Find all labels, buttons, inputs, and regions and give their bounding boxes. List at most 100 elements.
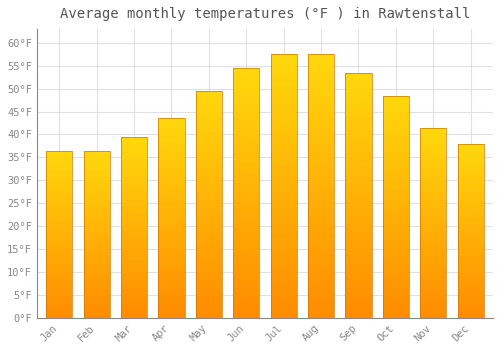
Bar — [46, 228, 72, 231]
Bar — [420, 162, 446, 166]
Bar — [382, 211, 409, 216]
Bar — [308, 175, 334, 181]
Bar — [84, 167, 110, 170]
Bar — [270, 197, 296, 202]
Bar — [308, 80, 334, 86]
Bar — [158, 246, 184, 250]
Bar — [382, 251, 409, 256]
Bar — [233, 283, 260, 288]
Bar — [233, 128, 260, 133]
Bar — [346, 244, 372, 249]
Bar — [346, 259, 372, 264]
Bar — [196, 223, 222, 227]
Bar — [458, 259, 483, 262]
Bar — [308, 123, 334, 128]
Bar — [233, 68, 260, 318]
Bar — [46, 238, 72, 241]
Bar — [308, 112, 334, 118]
Bar — [233, 103, 260, 108]
Bar — [196, 177, 222, 182]
Bar — [84, 271, 110, 274]
Bar — [121, 314, 147, 318]
Bar — [270, 302, 296, 307]
Bar — [382, 291, 409, 296]
Bar — [458, 262, 483, 266]
Bar — [420, 219, 446, 223]
Bar — [121, 274, 147, 278]
Bar — [458, 269, 483, 273]
Bar — [233, 163, 260, 168]
Bar — [46, 268, 72, 271]
Bar — [346, 136, 372, 141]
Bar — [233, 73, 260, 78]
Bar — [196, 204, 222, 209]
Bar — [196, 109, 222, 114]
Bar — [158, 134, 184, 138]
Bar — [158, 138, 184, 142]
Bar — [84, 228, 110, 231]
Bar — [233, 153, 260, 158]
Bar — [121, 155, 147, 159]
Bar — [46, 181, 72, 184]
Bar — [158, 218, 184, 222]
Bar — [196, 313, 222, 318]
Bar — [158, 282, 184, 286]
Bar — [382, 193, 409, 198]
Bar — [233, 303, 260, 308]
Bar — [308, 207, 334, 212]
Bar — [420, 265, 446, 268]
Bar — [308, 292, 334, 297]
Bar — [46, 294, 72, 298]
Bar — [308, 202, 334, 207]
Bar — [196, 290, 222, 295]
Bar — [270, 54, 296, 318]
Bar — [158, 162, 184, 166]
Bar — [346, 117, 372, 122]
Bar — [420, 223, 446, 226]
Bar — [458, 182, 483, 186]
Bar — [158, 150, 184, 154]
Bar — [458, 297, 483, 300]
Bar — [382, 313, 409, 318]
Bar — [84, 150, 110, 318]
Bar — [270, 165, 296, 170]
Bar — [84, 238, 110, 241]
Bar — [308, 54, 334, 318]
Bar — [196, 173, 222, 177]
Bar — [84, 184, 110, 187]
Bar — [196, 150, 222, 154]
Bar — [346, 274, 372, 279]
Bar — [346, 181, 372, 186]
Bar — [121, 137, 147, 318]
Bar — [196, 118, 222, 123]
Bar — [158, 170, 184, 174]
Bar — [196, 127, 222, 132]
Bar — [420, 272, 446, 276]
Bar — [420, 211, 446, 215]
Bar — [233, 263, 260, 268]
Bar — [346, 107, 372, 112]
Bar — [382, 158, 409, 162]
Bar — [308, 297, 334, 302]
Bar — [420, 196, 446, 200]
Bar — [308, 281, 334, 286]
Bar — [420, 299, 446, 303]
Bar — [84, 247, 110, 251]
Bar — [270, 265, 296, 271]
Bar — [84, 298, 110, 301]
Bar — [382, 287, 409, 291]
Bar — [458, 214, 483, 217]
Bar — [308, 128, 334, 133]
Bar — [84, 274, 110, 278]
Bar — [84, 315, 110, 318]
Bar — [420, 250, 446, 253]
Bar — [346, 141, 372, 146]
Bar — [382, 100, 409, 104]
Bar — [308, 212, 334, 218]
Bar — [420, 128, 446, 318]
Bar — [458, 186, 483, 189]
Bar — [84, 291, 110, 294]
Bar — [46, 281, 72, 285]
Bar — [270, 139, 296, 144]
Bar — [420, 131, 446, 135]
